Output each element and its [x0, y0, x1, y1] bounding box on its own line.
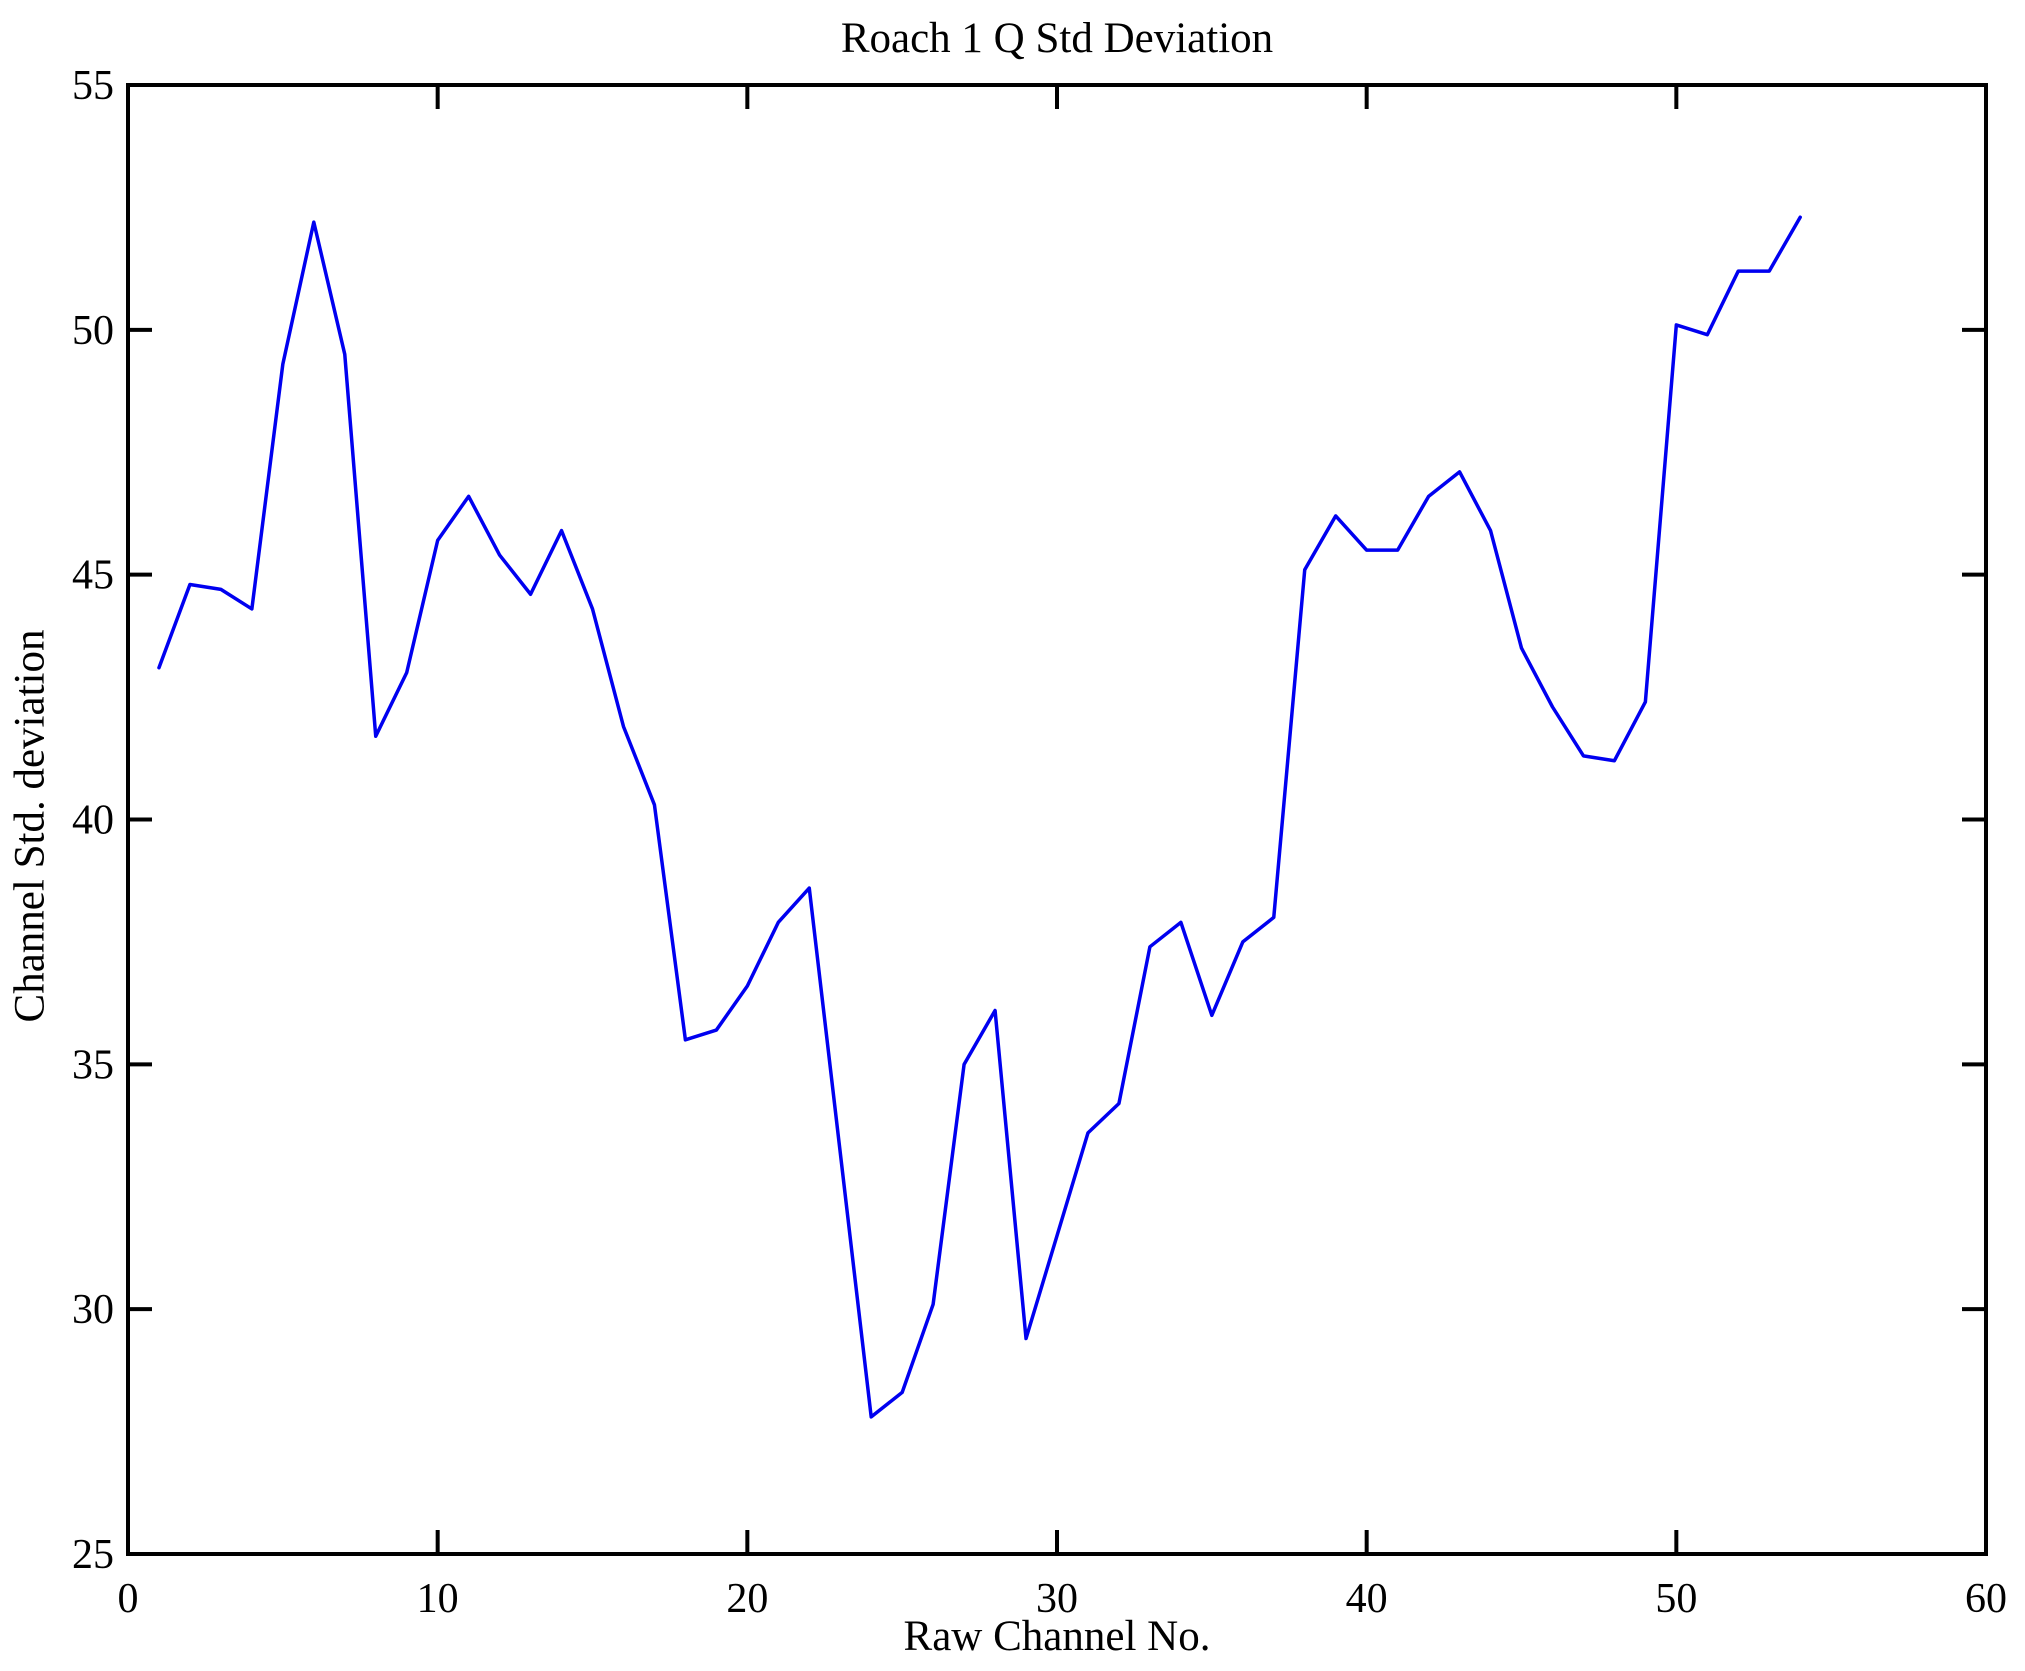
x-tick-label-20: 20: [726, 1576, 768, 1622]
x-axis-label: Raw Channel No.: [903, 1613, 1211, 1660]
data-line-channel-std-deviation: [157, 215, 1802, 1419]
y-tick-label-40: 40: [72, 798, 114, 844]
y-tick-label-45: 45: [72, 553, 114, 599]
chart-title: Roach 1 Q Std Deviation: [840, 15, 1274, 62]
y-tick-label-55: 55: [72, 63, 114, 109]
y-tick-label-50: 50: [72, 308, 114, 354]
x-tick-label-40: 40: [1346, 1576, 1388, 1622]
y-tick-label-30: 30: [72, 1287, 114, 1333]
x-tick-label-60: 60: [1965, 1576, 2007, 1622]
x-tick-label-50: 50: [1655, 1576, 1697, 1622]
x-tick-label-10: 10: [417, 1576, 459, 1622]
y-tick-label-35: 35: [72, 1042, 114, 1088]
y-tick-label-25: 25: [72, 1532, 114, 1578]
x-tick-label-30: 30: [1036, 1576, 1078, 1622]
x-tick-label-0: 0: [118, 1576, 139, 1622]
axes-box: [126, 83, 1988, 1556]
y-axis-label: Channel Std. deviation: [6, 629, 54, 1023]
